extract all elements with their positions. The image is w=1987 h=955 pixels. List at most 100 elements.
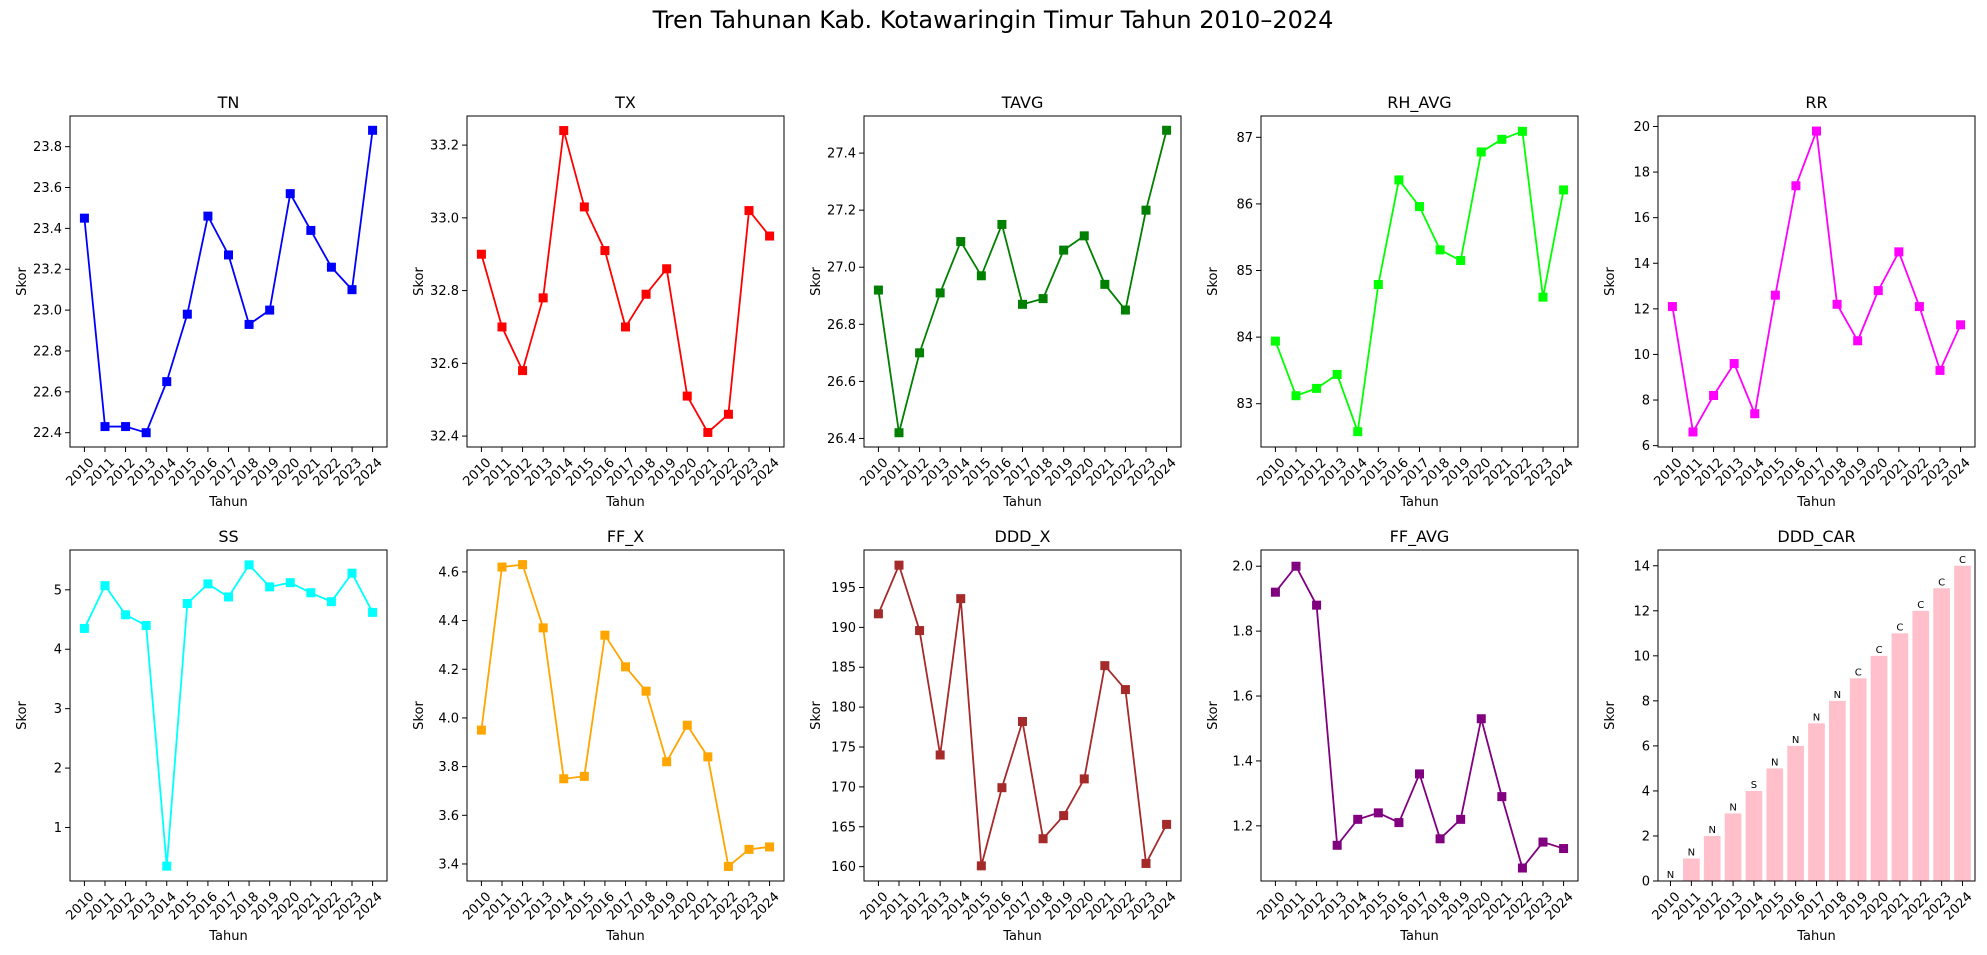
bar-label: C	[1959, 555, 1966, 566]
y-tick-label: 170	[831, 780, 856, 795]
data-point	[935, 288, 945, 298]
bar-label: N	[1813, 712, 1820, 723]
y-tick-label: 4.2	[438, 663, 459, 678]
data-point	[1079, 774, 1089, 784]
data-point	[894, 560, 904, 570]
y-tick-label: 160	[831, 860, 856, 875]
y-axis-label: Skor	[15, 267, 30, 296]
y-axis-label: Skor	[15, 701, 30, 730]
data-point	[203, 579, 213, 589]
data-point	[723, 409, 733, 419]
data-point	[1018, 716, 1027, 726]
data-point	[1729, 359, 1739, 369]
y-tick-label: 16	[1633, 211, 1650, 226]
data-point	[621, 662, 630, 672]
y-tick-label: 84	[1236, 331, 1253, 346]
data-point	[1332, 369, 1342, 379]
y-tick-label: 175	[831, 741, 856, 756]
data-point	[1935, 365, 1945, 375]
data-point	[1059, 245, 1069, 255]
y-tick-label: 18	[1633, 166, 1650, 181]
data-point	[765, 231, 775, 241]
data-point	[1956, 320, 1966, 330]
subplot-ddd-car: DDD_CAR02468101214Skor201020112012201320…	[1603, 527, 1976, 944]
data-point	[1312, 383, 1322, 393]
data-point	[765, 842, 775, 852]
data-point	[1373, 808, 1383, 818]
data-point	[1141, 858, 1151, 868]
data-point	[1415, 769, 1424, 779]
data-point	[285, 189, 295, 199]
data-point	[723, 861, 733, 871]
y-tick-label: 86	[1236, 197, 1253, 212]
bar	[1891, 633, 1909, 881]
data-point	[1538, 837, 1548, 847]
y-tick-label: 1.8	[1232, 625, 1253, 640]
y-tick-label: 1.6	[1232, 690, 1253, 705]
y-tick-label: 4	[54, 643, 62, 658]
data-point	[476, 249, 486, 259]
data-point	[1162, 819, 1172, 829]
data-point	[326, 597, 336, 607]
data-point	[1914, 302, 1924, 312]
data-point	[1291, 561, 1301, 571]
data-point	[1100, 661, 1110, 671]
y-tick-label: 2	[1642, 829, 1650, 844]
data-point	[1559, 185, 1569, 195]
y-tick-label: 195	[831, 581, 856, 596]
subplot-title: FF_X	[607, 527, 644, 547]
data-point	[1497, 792, 1507, 802]
bar	[1766, 768, 1784, 881]
data-point	[162, 861, 172, 871]
data-point	[1791, 181, 1801, 191]
data-point	[600, 630, 610, 640]
y-tick-label: 32.8	[430, 284, 459, 299]
y-tick-label: 185	[831, 661, 856, 676]
bar	[1954, 565, 1971, 881]
bar-label: S	[1751, 780, 1757, 791]
bar-label: C	[1896, 622, 1903, 633]
y-tick-label: 6	[1642, 439, 1650, 454]
data-point	[641, 686, 651, 696]
subplot-title: SS	[218, 527, 238, 546]
bar	[1849, 678, 1867, 881]
data-point	[100, 422, 110, 432]
y-tick-label: 85	[1236, 264, 1253, 279]
y-tick-label: 2.0	[1232, 560, 1253, 575]
axes-frame	[466, 115, 785, 448]
subplot-title: DDD_X	[995, 527, 1051, 547]
data-point	[703, 752, 713, 762]
bar	[1745, 790, 1763, 881]
data-point	[326, 262, 336, 272]
data-point	[182, 309, 192, 319]
data-point	[894, 428, 904, 438]
data-point	[1435, 834, 1445, 844]
y-tick-label: 4.4	[438, 614, 459, 629]
data-point	[621, 322, 630, 332]
y-tick-label: 8	[1642, 394, 1650, 409]
y-tick-label: 23.2	[33, 263, 62, 278]
data-point	[1353, 814, 1363, 824]
axes-frame	[1260, 115, 1579, 448]
data-point	[1456, 814, 1466, 824]
y-tick-label: 6	[1642, 739, 1650, 754]
data-point	[915, 348, 925, 358]
data-point	[662, 757, 672, 767]
data-point	[1394, 818, 1404, 828]
x-axis-label: Tahun	[1002, 929, 1041, 944]
subplot-title: RR	[1805, 93, 1827, 112]
y-tick-label: 22.4	[33, 426, 62, 441]
data-point	[1100, 279, 1110, 289]
bar	[1829, 700, 1846, 881]
x-axis-label: Tahun	[208, 929, 247, 944]
data-point	[538, 623, 548, 633]
subplot-title: RH_AVG	[1387, 93, 1451, 113]
y-tick-label: 33.0	[430, 211, 459, 226]
data-point	[976, 271, 986, 281]
x-axis-label: Tahun	[605, 929, 644, 944]
y-tick-label: 32.6	[430, 357, 459, 372]
y-tick-label: 23.8	[33, 140, 62, 155]
data-point	[600, 246, 610, 256]
data-point	[744, 206, 754, 216]
bar-label: C	[1855, 667, 1862, 678]
